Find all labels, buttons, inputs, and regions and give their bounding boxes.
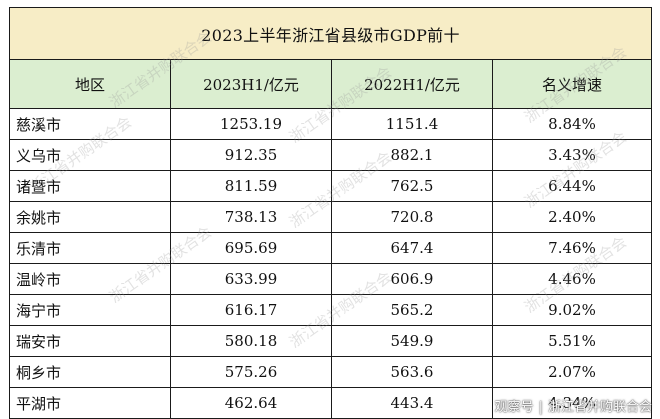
region-cell: 瑞安市 bbox=[9, 325, 171, 357]
value-2023h1-cell: 575.26 bbox=[170, 356, 332, 388]
credit-author: 浙江省并购联合会 bbox=[547, 400, 652, 415]
value-2023h1-cell: 811.59 bbox=[170, 170, 332, 202]
region-cell: 平湖市 bbox=[9, 387, 171, 419]
growth-cell: 4.34% bbox=[492, 387, 652, 419]
value-2022h1-cell: 606.9 bbox=[331, 263, 493, 295]
value-2022h1-cell: 647.4 bbox=[331, 232, 493, 264]
region-cell: 慈溪市 bbox=[9, 108, 171, 140]
table-row: 慈溪市 1253.19 1151.4 8.84% bbox=[9, 108, 652, 140]
region-cell: 海宁市 bbox=[9, 294, 171, 326]
growth-cell: 8.84% bbox=[492, 108, 652, 140]
credit-separator: | bbox=[538, 400, 543, 415]
source-credit: 观察号 | 浙江省并购联合会 bbox=[495, 396, 652, 415]
value-2023h1-cell: 695.69 bbox=[170, 232, 332, 264]
header-growth: 名义增速 bbox=[492, 59, 652, 109]
credit-platform: 观察号 bbox=[494, 400, 534, 415]
region-cell: 余姚市 bbox=[9, 201, 171, 233]
region-cell: 桐乡市 bbox=[9, 356, 171, 388]
table-row: 余姚市 738.13 720.8 2.40% bbox=[9, 201, 652, 233]
table-title: 2023上半年浙江省县级市GDP前十 bbox=[9, 7, 652, 60]
table-row: 义乌市 912.35 882.1 3.43% bbox=[9, 139, 652, 171]
table-row: 诸暨市 811.59 762.5 6.44% bbox=[9, 170, 652, 202]
value-2022h1-cell: 549.9 bbox=[331, 325, 493, 357]
header-2022h1: 2022H1/亿元 bbox=[331, 59, 493, 109]
table-row: 平湖市 462.64 443.4 4.34% bbox=[9, 387, 652, 419]
table-row: 乐清市 695.69 647.4 7.46% bbox=[9, 232, 652, 264]
region-cell: 义乌市 bbox=[9, 139, 171, 171]
growth-cell: 4.46% bbox=[492, 263, 652, 295]
growth-cell: 2.40% bbox=[492, 201, 652, 233]
growth-cell: 6.44% bbox=[492, 170, 652, 202]
growth-cell: 7.46% bbox=[492, 232, 652, 264]
table-row: 桐乡市 575.26 563.6 2.07% bbox=[9, 356, 652, 388]
gdp-table-container: 2023上半年浙江省县级市GDP前十 地区 2023H1/亿元 2022H1/亿… bbox=[9, 7, 652, 419]
table-row: 瑞安市 580.18 549.9 5.51% bbox=[9, 325, 652, 357]
value-2023h1-cell: 633.99 bbox=[170, 263, 332, 295]
value-2022h1-cell: 762.5 bbox=[331, 170, 493, 202]
table-row: 温岭市 633.99 606.9 4.46% bbox=[9, 263, 652, 295]
growth-cell: 5.51% bbox=[492, 325, 652, 357]
growth-cell: 2.07% bbox=[492, 356, 652, 388]
value-2023h1-cell: 1253.19 bbox=[170, 108, 332, 140]
value-2022h1-cell: 720.8 bbox=[331, 201, 493, 233]
header-2023h1: 2023H1/亿元 bbox=[170, 59, 332, 109]
growth-cell: 9.02% bbox=[492, 294, 652, 326]
value-2023h1-cell: 912.35 bbox=[170, 139, 332, 171]
gdp-table: 2023上半年浙江省县级市GDP前十 地区 2023H1/亿元 2022H1/亿… bbox=[9, 7, 652, 419]
value-2022h1-cell: 443.4 bbox=[331, 387, 493, 419]
value-2022h1-cell: 882.1 bbox=[331, 139, 493, 171]
table-body: 慈溪市 1253.19 1151.4 8.84% 义乌市 912.35 882.1 3.43%… bbox=[9, 108, 652, 419]
region-cell: 诸暨市 bbox=[9, 170, 171, 202]
growth-cell: 3.43% bbox=[492, 139, 652, 171]
region-cell: 乐清市 bbox=[9, 232, 171, 264]
header-region: 地区 bbox=[9, 59, 171, 109]
value-2023h1-cell: 738.13 bbox=[170, 201, 332, 233]
value-2023h1-cell: 616.17 bbox=[170, 294, 332, 326]
value-2023h1-cell: 462.64 bbox=[170, 387, 332, 419]
region-cell: 温岭市 bbox=[9, 263, 171, 295]
table-row: 海宁市 616.17 565.2 9.02% bbox=[9, 294, 652, 326]
value-2022h1-cell: 565.2 bbox=[331, 294, 493, 326]
header-row: 地区 2023H1/亿元 2022H1/亿元 名义增速 bbox=[9, 59, 652, 109]
value-2023h1-cell: 580.18 bbox=[170, 325, 332, 357]
value-2022h1-cell: 1151.4 bbox=[331, 108, 493, 140]
title-row: 2023上半年浙江省县级市GDP前十 bbox=[9, 7, 652, 60]
value-2022h1-cell: 563.6 bbox=[331, 356, 493, 388]
